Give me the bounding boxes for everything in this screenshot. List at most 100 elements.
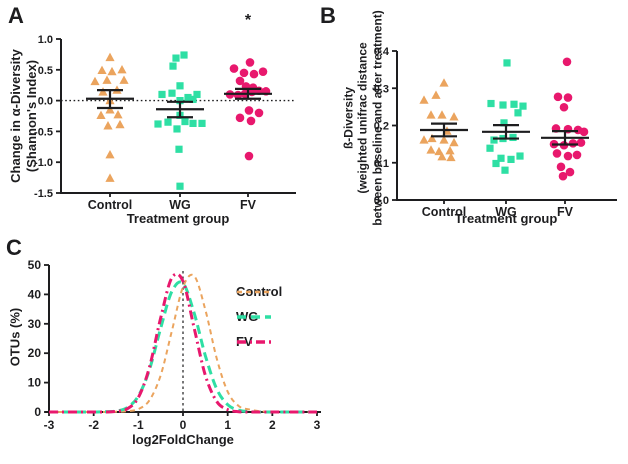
data-point-circle — [235, 113, 245, 123]
y-tick-label: -0.5 — [34, 126, 53, 138]
data-point-square — [507, 155, 515, 163]
group-tick-label: FV — [240, 198, 257, 212]
data-point-triangle — [117, 65, 127, 74]
data-point-circle — [249, 69, 259, 79]
legend-control-line-sample — [237, 290, 271, 293]
y-tick-label: 0.2 — [374, 121, 389, 133]
data-point-triangle — [439, 135, 449, 144]
data-point-triangle — [439, 78, 449, 87]
data-point-circle — [553, 92, 563, 102]
data-point-circle — [229, 64, 239, 73]
data-point-triangle — [427, 133, 437, 143]
y-tick-label: 20 — [28, 346, 42, 360]
data-point-square — [189, 119, 197, 127]
data-point-square — [497, 154, 505, 162]
data-point-circle — [563, 151, 573, 161]
y-tick-label: 30 — [28, 317, 42, 331]
panel-a-y-axis-title-line2: (Shannon's Index) — [24, 59, 39, 173]
data-point-square — [503, 59, 511, 67]
data-point-square — [509, 133, 517, 142]
data-point-circle — [565, 167, 575, 177]
panel-b-y-axis-title-line3: between baseline and after treatment) — [370, 10, 385, 226]
data-point-triangle — [434, 146, 444, 156]
data-point-circle — [244, 151, 254, 161]
legend-item-control: Control — [236, 279, 282, 304]
data-point-square — [169, 62, 177, 70]
data-point-triangle — [426, 110, 436, 119]
y-tick-label: 40 — [28, 287, 42, 301]
panel-b-y-axis-title-line2: (weighted unifrac distance — [355, 42, 370, 194]
data-point-triangle — [437, 110, 447, 119]
data-point-circle — [246, 116, 256, 126]
panel-a-y-axis-title: Change in α-Diversity (Shannon's Index) — [8, 49, 41, 183]
data-point-triangle — [419, 135, 429, 144]
data-point-triangle — [97, 65, 107, 75]
data-point-square — [501, 166, 509, 174]
data-point-circle — [244, 106, 254, 115]
data-point-square — [176, 82, 184, 90]
panel-a-y-axis-title-line1: Change in α-Diversity — [7, 49, 23, 183]
data-point-square — [487, 99, 495, 108]
panel-c-legend: Control WG FV — [236, 279, 282, 354]
data-point-triangle — [426, 145, 436, 154]
x-tick-label: 3 — [314, 418, 321, 432]
data-point-triangle — [445, 146, 455, 155]
panel-b-letter: B — [320, 3, 336, 28]
data-point-triangle — [102, 75, 112, 84]
x-tick-label: 1 — [224, 418, 231, 432]
data-point-circle — [559, 102, 569, 112]
data-point-triangle — [437, 151, 447, 161]
data-point-triangle — [103, 121, 113, 130]
y-tick-label: 0.0 — [374, 195, 389, 207]
data-point-square — [175, 145, 183, 153]
legend-wg-label: WG — [236, 309, 259, 324]
legend-item-wg: WG — [236, 304, 282, 329]
curve-fv — [49, 272, 317, 414]
data-point-square — [176, 182, 184, 190]
data-point-triangle — [446, 152, 456, 162]
data-point-square — [180, 51, 188, 59]
data-point-triangle — [105, 173, 115, 182]
group-tick-label: WG — [169, 198, 191, 212]
data-point-square — [189, 95, 197, 103]
y-tick-label: 0.1 — [374, 158, 389, 170]
data-point-square — [492, 159, 500, 168]
y-tick-label: 0.3 — [374, 83, 389, 95]
y-tick-label: 0.4 — [374, 46, 390, 58]
panel-b-y-axis-title: ß-Diversity (weighted unifrac distance b… — [341, 10, 384, 225]
data-point-triangle — [449, 112, 459, 121]
y-tick-label: 0.0 — [38, 96, 53, 108]
data-point-circle — [568, 139, 578, 148]
data-point-triangle — [105, 105, 115, 114]
y-tick-label: 0 — [34, 405, 41, 419]
x-tick-label: 0 — [180, 418, 187, 432]
group-tick-label: WG — [495, 205, 517, 219]
data-point-triangle — [419, 95, 429, 104]
data-point-square — [193, 90, 201, 99]
data-point-square — [516, 152, 524, 160]
panel-b-x-axis-title: Treatment group — [454, 211, 558, 226]
x-tick-label: -3 — [44, 418, 55, 432]
panel-c-plot: 0 10 20 30 40 50 -3 -2 -1 0 1 2 3 — [28, 258, 321, 432]
data-point-triangle — [98, 87, 108, 96]
panel-c-letter: C — [6, 235, 22, 260]
data-point-square — [499, 101, 507, 109]
data-point-square — [181, 117, 189, 126]
data-point-circle — [558, 171, 568, 181]
data-point-circle — [576, 138, 586, 147]
x-tick-label: -1 — [133, 418, 144, 432]
data-point-triangle — [105, 150, 115, 159]
group-tick-label: Control — [422, 205, 466, 219]
data-point-square — [510, 100, 518, 108]
data-point-triangle — [105, 52, 115, 62]
data-point-circle — [245, 58, 255, 67]
panel-b-plot: 0.4 0.3 0.2 0.1 0.0 Control WG FV — [374, 46, 617, 219]
data-point-circle — [552, 149, 562, 158]
data-point-triangle — [113, 109, 123, 119]
panel-a-plot: 1.0 0.5 0.0 -0.5 -1.0 -1.5 Control WG FV — [34, 34, 296, 212]
legend-item-fv: FV — [236, 329, 282, 354]
data-point-triangle — [107, 66, 117, 76]
data-point-square — [173, 125, 181, 133]
data-point-triangle — [431, 90, 441, 99]
